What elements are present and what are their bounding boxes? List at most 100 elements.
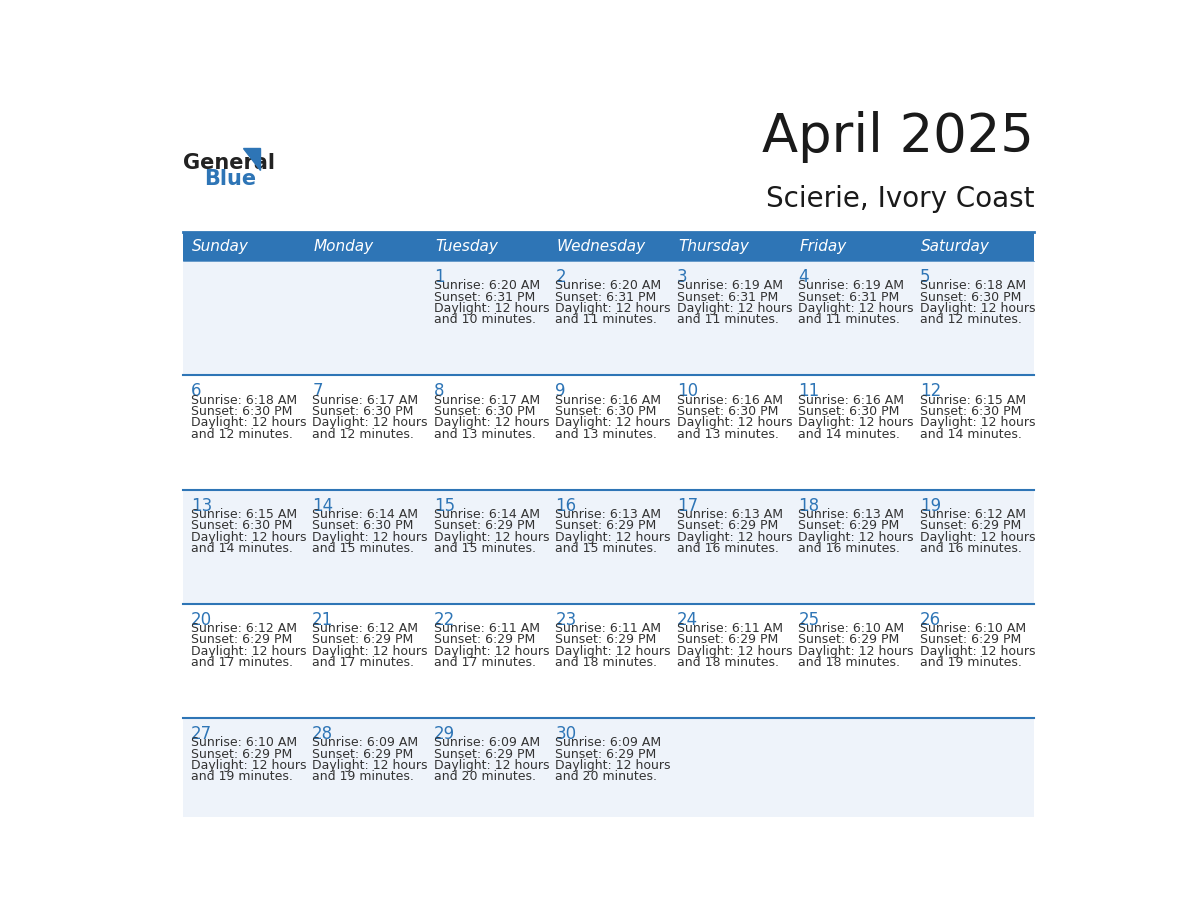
Text: 29: 29 [434, 725, 455, 743]
Bar [426, 604, 548, 718]
Text: Daylight: 12 hours: Daylight: 12 hours [434, 302, 549, 315]
Text: Sunrise: 6:11 AM: Sunrise: 6:11 AM [434, 622, 539, 635]
Text: Daylight: 12 hours: Daylight: 12 hours [920, 416, 1036, 430]
Bar [548, 375, 670, 489]
Text: Sunrise: 6:10 AM: Sunrise: 6:10 AM [190, 736, 297, 749]
Text: Daylight: 12 hours: Daylight: 12 hours [312, 531, 428, 543]
Text: 21: 21 [312, 610, 334, 629]
Text: and 17 minutes.: and 17 minutes. [312, 656, 415, 669]
Text: and 13 minutes.: and 13 minutes. [555, 428, 657, 441]
Bar [670, 604, 791, 718]
Text: 28: 28 [312, 725, 334, 743]
Text: and 18 minutes.: and 18 minutes. [677, 656, 779, 669]
Text: Sunrise: 6:18 AM: Sunrise: 6:18 AM [920, 279, 1026, 292]
Text: Sunrise: 6:09 AM: Sunrise: 6:09 AM [555, 736, 662, 749]
Bar [183, 718, 305, 833]
Text: Sunset: 6:30 PM: Sunset: 6:30 PM [677, 405, 778, 418]
Bar [670, 718, 791, 833]
Bar [183, 232, 305, 261]
Bar [791, 261, 912, 375]
Text: Sunrise: 6:13 AM: Sunrise: 6:13 AM [798, 508, 904, 521]
Text: Sunrise: 6:09 AM: Sunrise: 6:09 AM [434, 736, 539, 749]
Text: 15: 15 [434, 497, 455, 515]
Text: Tuesday: Tuesday [435, 239, 498, 254]
Bar [912, 261, 1035, 375]
Text: and 13 minutes.: and 13 minutes. [434, 428, 536, 441]
Bar [548, 232, 670, 261]
Text: Daylight: 12 hours: Daylight: 12 hours [798, 302, 914, 315]
Text: Daylight: 12 hours: Daylight: 12 hours [190, 416, 307, 430]
Text: and 14 minutes.: and 14 minutes. [798, 428, 901, 441]
Text: Sunset: 6:30 PM: Sunset: 6:30 PM [190, 405, 292, 418]
Text: Sunset: 6:30 PM: Sunset: 6:30 PM [555, 405, 657, 418]
Text: Daylight: 12 hours: Daylight: 12 hours [798, 644, 914, 658]
Bar [912, 718, 1035, 833]
Text: 9: 9 [555, 382, 565, 400]
Bar [670, 375, 791, 489]
Bar [791, 375, 912, 489]
Text: and 12 minutes.: and 12 minutes. [190, 428, 292, 441]
Text: and 10 minutes.: and 10 minutes. [434, 313, 536, 327]
Text: Sunset: 6:29 PM: Sunset: 6:29 PM [555, 633, 657, 646]
Bar [183, 489, 305, 604]
Text: Daylight: 12 hours: Daylight: 12 hours [555, 759, 671, 772]
Text: Daylight: 12 hours: Daylight: 12 hours [677, 644, 792, 658]
Text: and 19 minutes.: and 19 minutes. [190, 770, 292, 783]
Text: and 19 minutes.: and 19 minutes. [312, 770, 415, 783]
Text: Daylight: 12 hours: Daylight: 12 hours [798, 416, 914, 430]
Text: 1: 1 [434, 268, 444, 286]
Text: Sunrise: 6:16 AM: Sunrise: 6:16 AM [798, 394, 904, 407]
Text: 27: 27 [190, 725, 211, 743]
Text: 20: 20 [190, 610, 211, 629]
Text: Sunday: Sunday [192, 239, 248, 254]
Text: Sunset: 6:30 PM: Sunset: 6:30 PM [920, 291, 1022, 304]
Text: Thursday: Thursday [678, 239, 748, 254]
Text: Daylight: 12 hours: Daylight: 12 hours [677, 531, 792, 543]
Bar [305, 375, 426, 489]
Bar [912, 232, 1035, 261]
Text: and 16 minutes.: and 16 minutes. [798, 542, 901, 554]
Text: Daylight: 12 hours: Daylight: 12 hours [434, 759, 549, 772]
Text: Daylight: 12 hours: Daylight: 12 hours [434, 644, 549, 658]
Text: 30: 30 [555, 725, 576, 743]
Text: Daylight: 12 hours: Daylight: 12 hours [677, 302, 792, 315]
Bar [791, 489, 912, 604]
Text: and 12 minutes.: and 12 minutes. [920, 313, 1022, 327]
Text: Sunrise: 6:12 AM: Sunrise: 6:12 AM [312, 622, 418, 635]
Bar [426, 232, 548, 261]
Bar [183, 604, 305, 718]
Bar [670, 232, 791, 261]
Text: Sunrise: 6:09 AM: Sunrise: 6:09 AM [312, 736, 418, 749]
Bar [183, 375, 305, 489]
Text: 4: 4 [798, 268, 809, 286]
Text: Sunset: 6:29 PM: Sunset: 6:29 PM [920, 520, 1022, 532]
Text: Sunrise: 6:20 AM: Sunrise: 6:20 AM [555, 279, 662, 292]
Text: Sunset: 6:29 PM: Sunset: 6:29 PM [312, 633, 413, 646]
Text: Sunset: 6:29 PM: Sunset: 6:29 PM [798, 633, 899, 646]
Text: and 16 minutes.: and 16 minutes. [920, 542, 1022, 554]
Bar [305, 232, 426, 261]
Text: and 18 minutes.: and 18 minutes. [798, 656, 901, 669]
Text: Sunset: 6:31 PM: Sunset: 6:31 PM [555, 291, 657, 304]
Text: Daylight: 12 hours: Daylight: 12 hours [920, 644, 1036, 658]
Text: Daylight: 12 hours: Daylight: 12 hours [555, 644, 671, 658]
Text: Sunset: 6:29 PM: Sunset: 6:29 PM [190, 633, 292, 646]
Text: Sunrise: 6:17 AM: Sunrise: 6:17 AM [434, 394, 539, 407]
Text: 5: 5 [920, 268, 930, 286]
Bar [183, 261, 305, 375]
Bar [912, 375, 1035, 489]
Bar [912, 489, 1035, 604]
Text: Sunrise: 6:12 AM: Sunrise: 6:12 AM [190, 622, 297, 635]
Text: Daylight: 12 hours: Daylight: 12 hours [190, 531, 307, 543]
Text: 13: 13 [190, 497, 211, 515]
Text: Sunrise: 6:15 AM: Sunrise: 6:15 AM [190, 508, 297, 521]
Bar [305, 718, 426, 833]
Text: Sunrise: 6:15 AM: Sunrise: 6:15 AM [920, 394, 1026, 407]
Text: 12: 12 [920, 382, 941, 400]
Text: Sunrise: 6:13 AM: Sunrise: 6:13 AM [555, 508, 662, 521]
Text: General: General [183, 152, 276, 173]
Text: and 17 minutes.: and 17 minutes. [434, 656, 536, 669]
Text: and 11 minutes.: and 11 minutes. [677, 313, 779, 327]
Text: 17: 17 [677, 497, 699, 515]
Text: Sunrise: 6:19 AM: Sunrise: 6:19 AM [798, 279, 904, 292]
